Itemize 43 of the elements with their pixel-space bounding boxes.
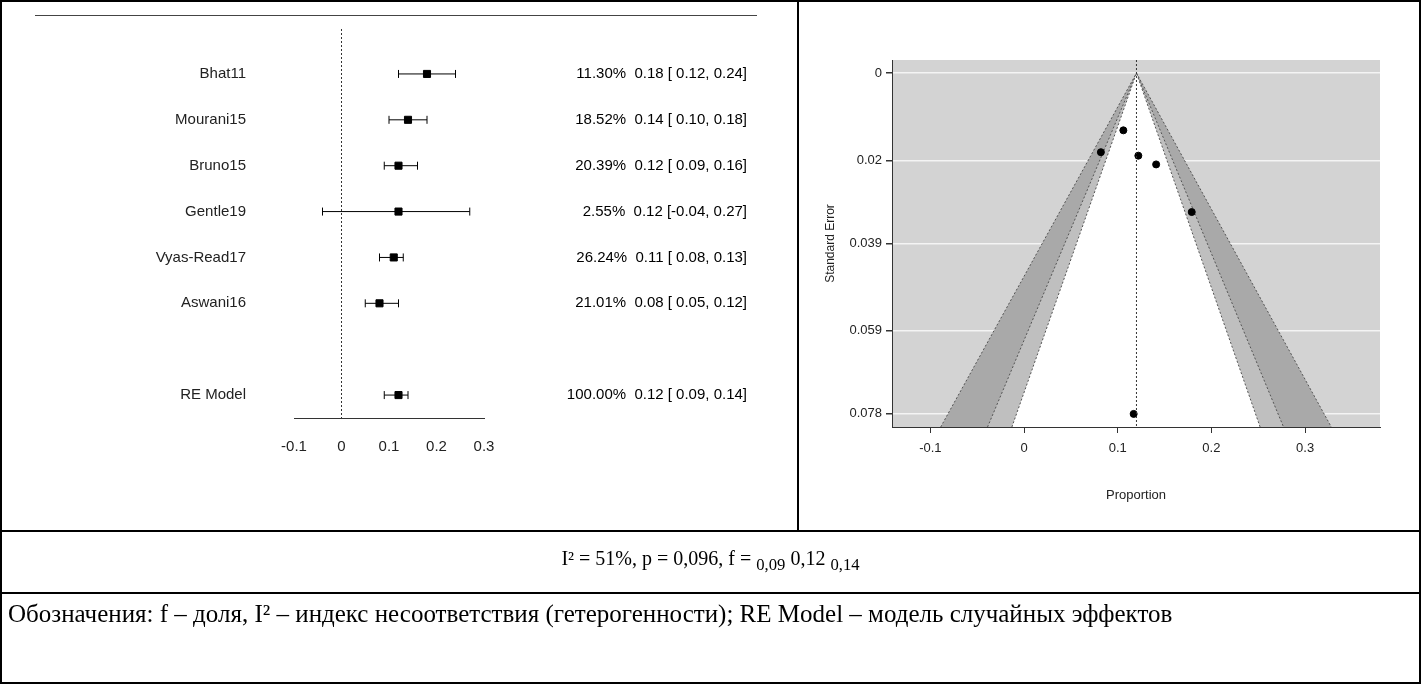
x-tick-label: 0.2 [1202,440,1221,456]
y-axis-title: Standard Error [822,204,837,283]
text: I² = 51%, p = 0,096, f = $_{0,09}$ 0,12 $_{0,14}$ [0,530,1421,592]
y-tick-label: 0.059 [849,322,882,338]
y-tick-label: Aswani16 [180,293,246,311]
y-tick-label: 0.039 [849,235,882,251]
x-tick-label: 0.1 [1108,440,1127,456]
data-label: 100.00% 0.12 [ 0.09, 0.14] [566,385,747,403]
x-tick-label: 0.2 [426,437,447,455]
y-tick-label: Vyas-Read17 [155,247,246,265]
point [1134,151,1143,160]
point [389,253,398,262]
y-tick-label: 0.078 [849,405,882,421]
y-tick-label: Bhat11 [199,64,246,82]
point [1096,148,1105,157]
data-label: 2.55% 0.12 [-0.04, 0.27] [582,201,747,219]
y-tick-label: 0 [874,64,882,80]
point [1152,160,1161,169]
point [1129,409,1138,418]
data-label: 21.01% 0.08 [ 0.05, 0.12] [575,293,747,311]
y-tick-label: RE Model [180,385,246,403]
point [394,207,403,216]
data-label: 20.39% 0.12 [ 0.09, 0.16] [575,155,747,173]
text: Обозначения: f – доля, I² – индекс несоответствия (гетерогенности); RE Model – модель случайных эффектов [8,599,1174,630]
x-tick-label: -0.1 [281,437,307,455]
point [1187,208,1196,217]
y-tick-label: Gentle19 [185,201,246,219]
data-label: 26.24% 0.11 [ 0.08, 0.13] [576,247,747,265]
y-tick-label: Mourani15 [175,109,246,127]
x-tick-label: 0.1 [378,437,400,455]
x-tick-label: 0 [337,437,346,455]
x-tick-label: 0.3 [473,437,495,455]
x-tick-label: 0.3 [1296,440,1315,456]
data-label: 18.52% 0.14 [ 0.10, 0.18] [575,109,747,127]
data-label: 11.30% 0.18 [ 0.12, 0.24] [576,64,747,82]
x-axis-title: Proportion [1106,486,1166,502]
x-tick-label: -0.1 [919,440,942,456]
point [375,299,384,308]
y-tick-label: Bruno15 [189,155,246,173]
y-tick-label: 0.02 [856,152,882,168]
x-tick-label: 0 [1020,440,1028,456]
point [394,161,403,170]
point [1119,126,1128,135]
